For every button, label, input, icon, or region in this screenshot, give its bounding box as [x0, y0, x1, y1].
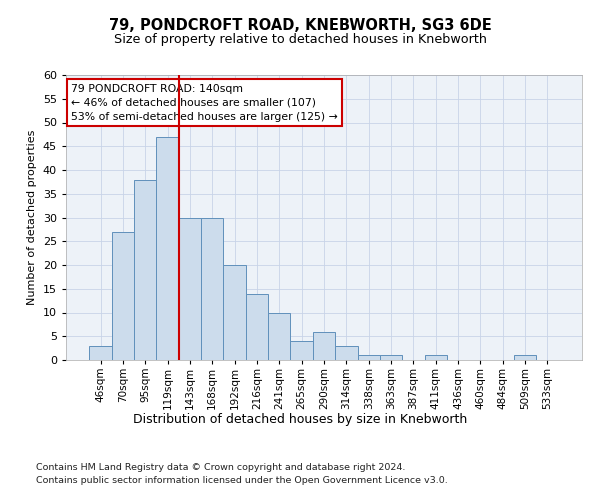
Bar — [290, 341, 313, 360]
Bar — [268, 312, 290, 360]
Bar — [246, 294, 268, 360]
Text: Size of property relative to detached houses in Knebworth: Size of property relative to detached ho… — [113, 32, 487, 46]
Bar — [335, 346, 358, 360]
Bar — [223, 265, 246, 360]
Text: 79, PONDCROFT ROAD, KNEBWORTH, SG3 6DE: 79, PONDCROFT ROAD, KNEBWORTH, SG3 6DE — [109, 18, 491, 32]
Bar — [358, 355, 380, 360]
Text: Contains public sector information licensed under the Open Government Licence v3: Contains public sector information licen… — [36, 476, 448, 485]
Bar — [134, 180, 157, 360]
Bar — [514, 355, 536, 360]
Bar — [201, 218, 223, 360]
Bar — [157, 136, 179, 360]
Bar — [425, 355, 447, 360]
Bar — [179, 218, 201, 360]
Text: Distribution of detached houses by size in Knebworth: Distribution of detached houses by size … — [133, 412, 467, 426]
Bar — [89, 346, 112, 360]
Bar — [380, 355, 402, 360]
Bar — [313, 332, 335, 360]
Bar — [112, 232, 134, 360]
Text: 79 PONDCROFT ROAD: 140sqm
← 46% of detached houses are smaller (107)
53% of semi: 79 PONDCROFT ROAD: 140sqm ← 46% of detac… — [71, 84, 338, 122]
Y-axis label: Number of detached properties: Number of detached properties — [27, 130, 37, 305]
Text: Contains HM Land Registry data © Crown copyright and database right 2024.: Contains HM Land Registry data © Crown c… — [36, 462, 406, 471]
